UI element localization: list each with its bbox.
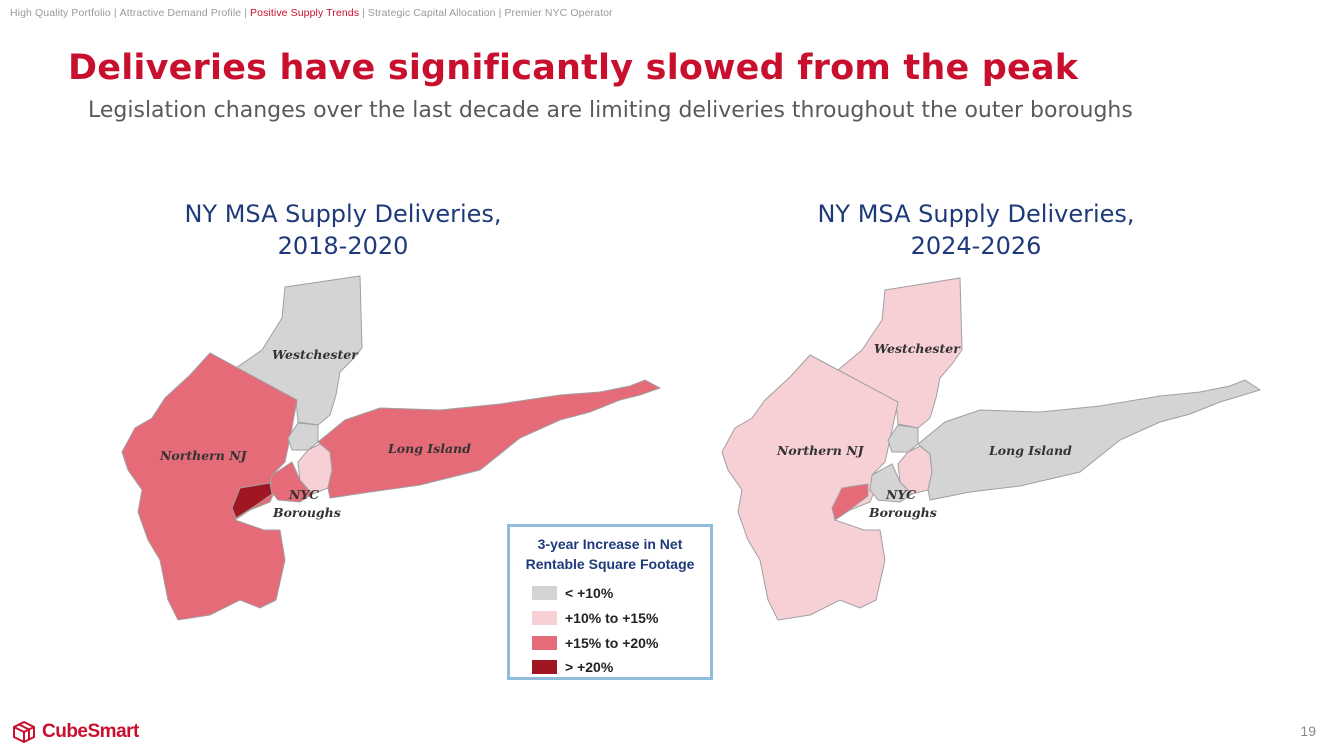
region-staten-island (831, 483, 869, 521)
label-northern-nj: Northern NJ (159, 448, 248, 463)
legend-item-10to15: +10% to +15% (532, 610, 658, 626)
region-long-island (317, 379, 662, 499)
logo-text: CubeSmart (42, 721, 139, 742)
map-title-line2: 2024-2026 (910, 232, 1042, 260)
map-title-line2: 2018-2020 (277, 232, 409, 260)
breadcrumb-item-operator: Premier NYC Operator (504, 7, 613, 19)
label-westchester: Westchester (874, 341, 961, 356)
label-boroughs: Boroughs (272, 505, 341, 520)
breadcrumb-separator: | (362, 7, 365, 19)
legend-title-line1: 3-year Increase in Net (537, 536, 683, 552)
map-legend: 3-year Increase in Net Rentable Square F… (507, 524, 713, 680)
label-boroughs: Boroughs (868, 505, 937, 520)
page-number: 19 (1300, 723, 1316, 739)
breadcrumb-separator: | (244, 7, 248, 19)
region-staten-island (231, 482, 273, 519)
page-subtitle: Legislation changes over the last decade… (88, 98, 1133, 123)
legend-title: 3-year Increase in Net Rentable Square F… (510, 534, 710, 574)
label-westchester: Westchester (272, 347, 359, 362)
breadcrumb-separator: | (113, 7, 117, 19)
region-westchester (837, 277, 963, 429)
legend-label: < +10% (565, 585, 614, 601)
legend-label: +15% to +20% (565, 635, 659, 651)
region-brooklyn (869, 463, 913, 503)
breadcrumb-separator: | (498, 7, 502, 19)
breadcrumb: High Quality Portfolio | Attractive Demand… (10, 7, 613, 19)
legend-title-line2: Rentable Square Footage (525, 556, 695, 572)
legend-swatch-15to20 (532, 636, 557, 650)
label-long-island: Long Island (988, 443, 1072, 458)
label-nyc: NYC (885, 487, 916, 502)
breadcrumb-item-portfolio: High Quality Portfolio (10, 7, 111, 19)
legend-item-lt10: < +10% (532, 585, 613, 601)
cube-logo-icon (13, 721, 35, 743)
legend-label: > +20% (565, 659, 614, 675)
map-title-2024-2026: NY MSA Supply Deliveries, 2024-2026 (766, 198, 1186, 262)
breadcrumb-item-supply-active: Positive Supply Trends (250, 7, 360, 19)
breadcrumb-item-capital: Strategic Capital Allocation (367, 7, 496, 19)
legend-item-gt20: > +20% (532, 659, 613, 675)
legend-label: +10% to +15% (565, 610, 659, 626)
region-long-island (917, 379, 1262, 501)
region-westchester (235, 275, 363, 426)
label-northern-nj: Northern NJ (776, 443, 865, 458)
legend-item-15to20: +15% to +20% (532, 635, 658, 651)
map-title-2018-2020: NY MSA Supply Deliveries, 2018-2020 (133, 198, 553, 262)
legend-swatch-gt20 (532, 660, 557, 674)
cubesmart-logo: CubeSmart (12, 720, 139, 744)
map-title-line1: NY MSA Supply Deliveries, (817, 200, 1135, 228)
breadcrumb-item-demand: Attractive Demand Profile (119, 7, 242, 19)
legend-swatch-lt10 (532, 586, 557, 600)
label-long-island: Long Island (387, 441, 471, 456)
page-title: Deliveries have significantly slowed fro… (68, 48, 1079, 88)
legend-swatch-10to15 (532, 611, 557, 625)
map-2024-2026: Westchester Northern NJ Long Island NYC … (721, 277, 1262, 621)
map-title-line1: NY MSA Supply Deliveries, (184, 200, 502, 228)
label-nyc: NYC (288, 487, 319, 502)
map-2018-2020: Westchester Northern NJ Long Island NYC … (121, 275, 662, 621)
